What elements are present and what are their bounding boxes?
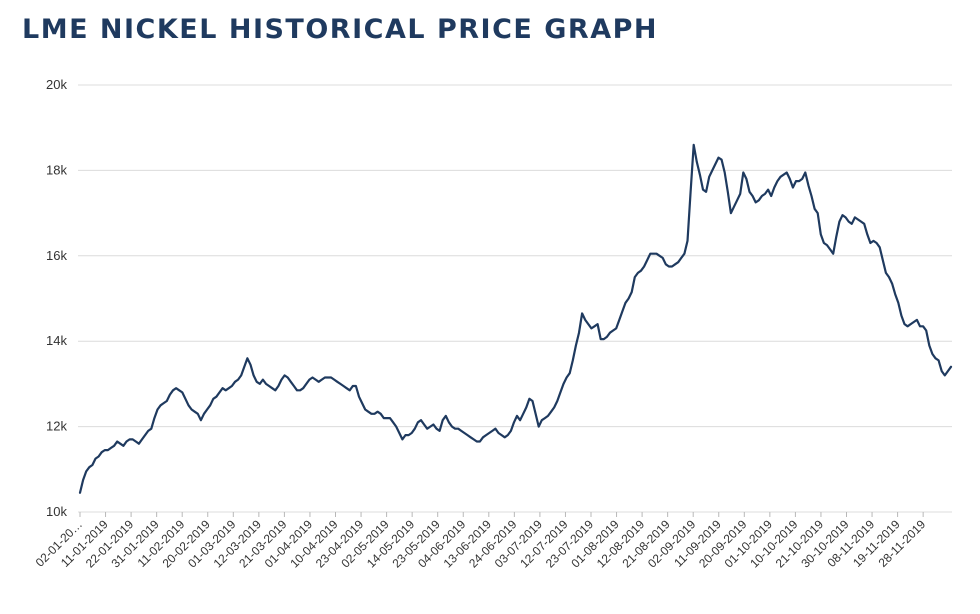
x-axis: 02-01-20…11-01-201922-01-201931-01-20191… <box>33 517 929 571</box>
y-tick-label: 16k <box>46 248 67 263</box>
y-tick-label: 14k <box>46 333 67 348</box>
y-tick-label: 20k <box>46 77 67 92</box>
chart-title: LME NICKEL HISTORICAL PRICE GRAPH <box>22 14 658 45</box>
gridlines <box>78 84 952 513</box>
y-axis: 10k 12k 14k 16k 18k 20k <box>46 77 67 519</box>
y-tick-label: 12k <box>46 419 67 434</box>
series-group <box>78 143 953 494</box>
x-axis-ticks <box>79 512 924 517</box>
y-tick-label: 10k <box>46 504 67 519</box>
series-line <box>78 143 953 494</box>
y-tick-label: 18k <box>46 162 67 177</box>
